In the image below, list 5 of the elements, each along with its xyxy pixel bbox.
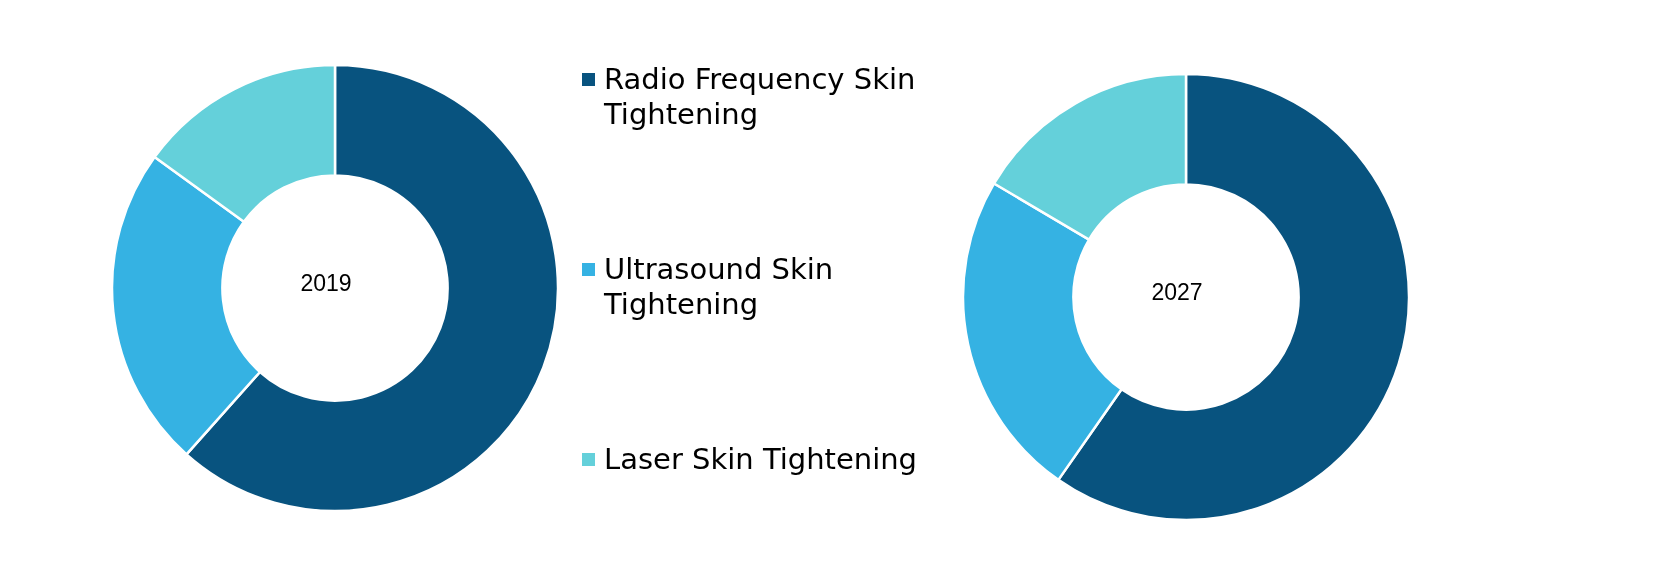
text: 2027 [1151,279,1203,305]
legend-label: Radio Frequency Skin Tightening [603,62,916,131]
legend-label: Laser Skin Tightening [604,442,917,476]
text: 2019 [300,270,352,296]
legend-label: Ultrasound Skin Tightening [603,252,834,321]
